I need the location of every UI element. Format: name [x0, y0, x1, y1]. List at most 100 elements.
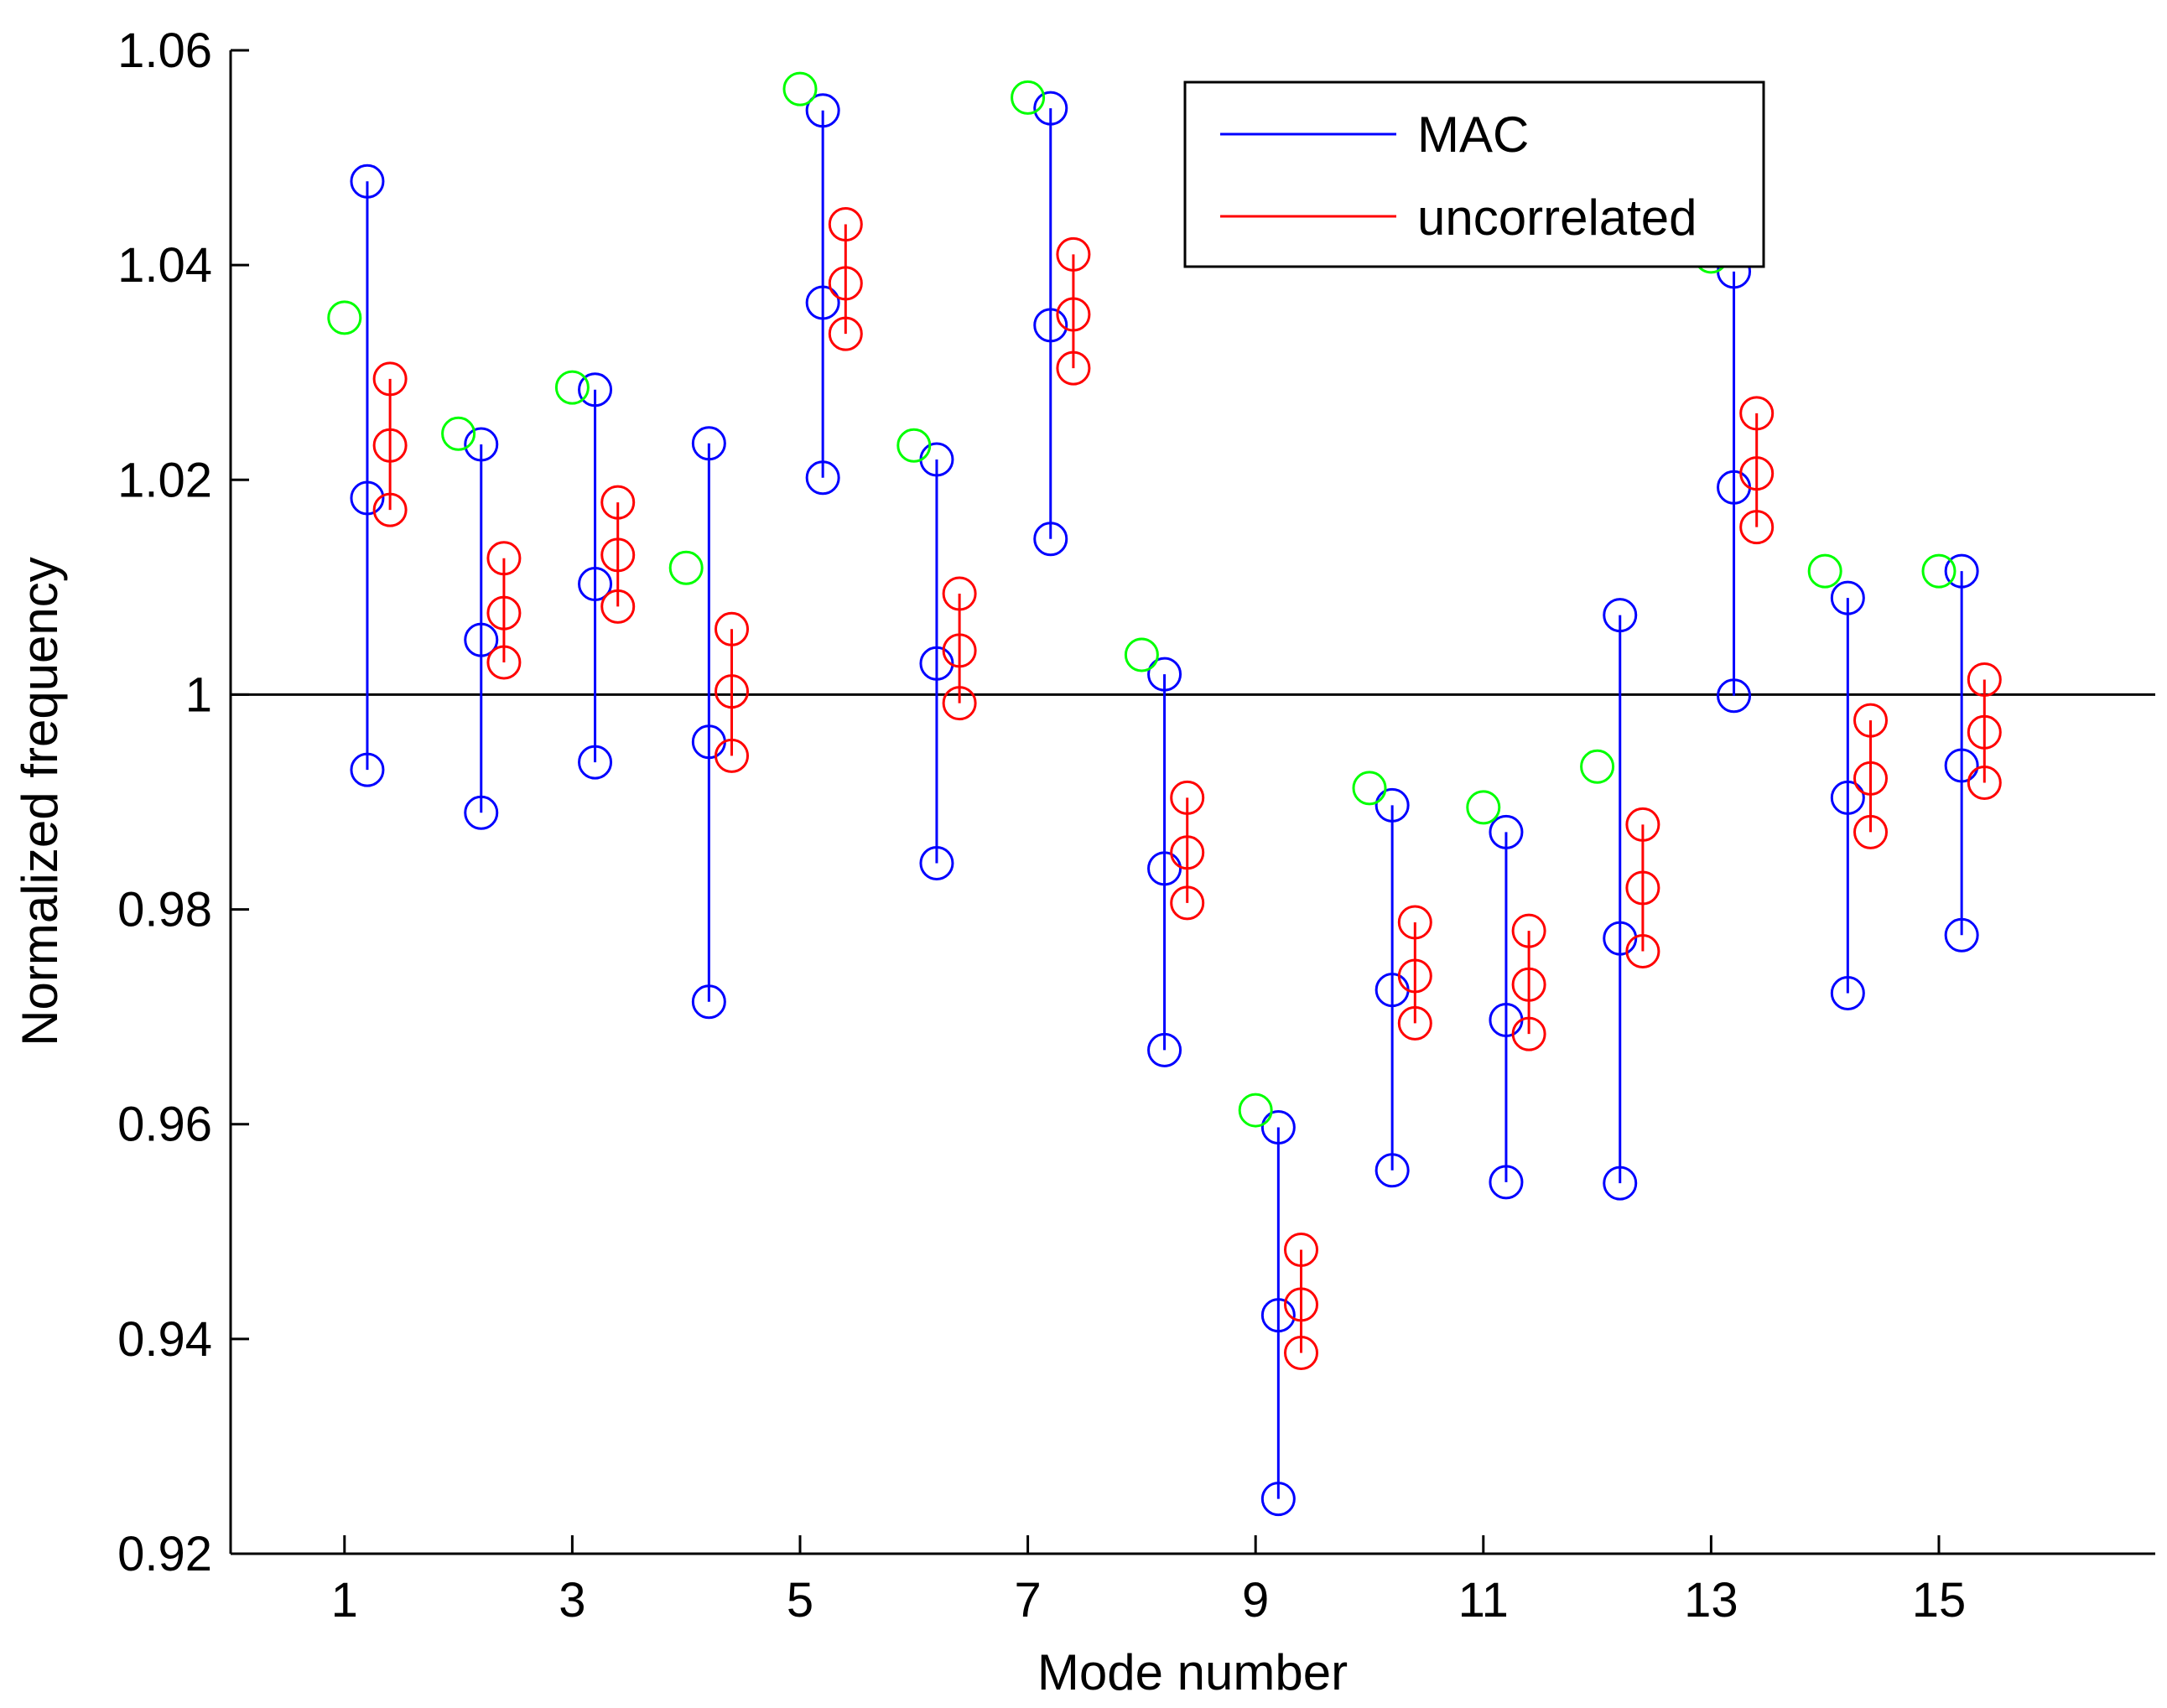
uncorrelated-point-low	[372, 492, 408, 527]
mac-point-high	[1830, 580, 1865, 615]
mac-point-low	[1717, 678, 1752, 714]
mac-point-low	[464, 795, 499, 830]
mac-point-low	[1147, 1032, 1182, 1067]
mac-point-low	[1603, 1165, 1638, 1201]
uncorrelated-point-low	[1739, 510, 1775, 545]
legend-label-uncorrelated: uncorrelated	[1417, 189, 1697, 246]
plot-layer	[231, 71, 2155, 1517]
legend-label-mac: MAC	[1417, 106, 1529, 163]
uncorrelated-point-mid	[1853, 761, 1889, 796]
x-tick-label: 7	[1014, 1573, 1041, 1628]
uncorrelated-point-low	[1853, 814, 1889, 849]
y-tick-label: 1.06	[117, 23, 212, 78]
mac-point-mid	[919, 646, 954, 681]
uncorrelated-point-mid	[1625, 870, 1660, 906]
uncorrelated-point-mid	[1056, 297, 1091, 332]
uncorrelated-point-mid	[600, 537, 636, 573]
reference-point	[1124, 637, 1159, 672]
mac-point-mid	[1944, 748, 1979, 783]
uncorrelated-point-high	[828, 206, 863, 241]
mac-point-mid	[1147, 851, 1182, 886]
uncorrelated-point-low	[486, 645, 522, 680]
mac-point-high	[1375, 787, 1410, 823]
mac-point-high	[1147, 657, 1182, 692]
mac-point-high	[1603, 598, 1638, 633]
y-tick-label: 1.02	[117, 453, 212, 507]
uncorrelated-point-mid	[1739, 456, 1775, 491]
uncorrelated-point-high	[1967, 662, 2002, 697]
x-tick-label: 1	[331, 1573, 358, 1628]
uncorrelated-point-low	[600, 589, 636, 624]
uncorrelated-point-mid	[1511, 967, 1546, 1002]
reference-point	[1466, 790, 1501, 825]
x-axis-label: Mode number	[1037, 1644, 1348, 1700]
uncorrelated-point-low	[1397, 1005, 1432, 1041]
y-tick-label: 0.96	[117, 1098, 212, 1152]
mac-point-mid	[1033, 308, 1068, 343]
uncorrelated-point-low	[1511, 1016, 1546, 1051]
mac-point-high	[350, 164, 385, 199]
reference-point	[441, 416, 476, 451]
uncorrelated-point-low	[1056, 350, 1091, 386]
uncorrelated-point-high	[1170, 780, 1205, 815]
mac-point-mid	[805, 285, 840, 320]
mac-point-mid	[1260, 1298, 1296, 1333]
mac-point-high	[464, 427, 499, 462]
mac-point-mid	[1830, 780, 1865, 815]
mac-point-high	[1944, 553, 1979, 589]
reference-point	[327, 300, 362, 335]
y-axis-label: Normalized frequency	[12, 557, 68, 1046]
mac-point-low	[805, 460, 840, 496]
uncorrelated-point-mid	[486, 595, 522, 631]
reference-point	[1580, 749, 1615, 784]
reference-point	[782, 71, 818, 106]
uncorrelated-point-high	[486, 541, 522, 576]
uncorrelated-point-mid	[372, 428, 408, 463]
uncorrelated-point-low	[1967, 765, 2002, 800]
mac-point-low	[1944, 917, 1979, 953]
y-tick-label: 1.04	[117, 238, 212, 293]
uncorrelated-point-high	[715, 611, 750, 646]
mac-point-low	[1260, 1482, 1296, 1517]
uncorrelated-point-mid	[942, 633, 977, 668]
mac-point-high	[578, 372, 613, 408]
y-tick-label: 0.98	[117, 883, 212, 937]
uncorrelated-point-high	[1284, 1233, 1319, 1268]
mac-point-high	[805, 93, 840, 128]
uncorrelated-point-high	[372, 361, 408, 397]
uncorrelated-point-high	[600, 485, 636, 520]
x-tick-label: 15	[1912, 1573, 1967, 1628]
reference-point	[1238, 1093, 1273, 1128]
uncorrelated-point-low	[1170, 885, 1205, 921]
x-tick-label: 3	[559, 1573, 585, 1628]
mac-point-mid	[464, 622, 499, 657]
mac-point-low	[578, 745, 613, 780]
uncorrelated-point-high	[1625, 807, 1660, 842]
uncorrelated-point-mid	[828, 266, 863, 301]
reference-point	[896, 428, 932, 463]
y-tick-label: 0.92	[117, 1527, 212, 1581]
reference-point	[668, 550, 704, 585]
uncorrelated-point-mid	[715, 674, 750, 709]
uncorrelated-point-low	[1625, 934, 1660, 969]
y-tick-label: 0.94	[117, 1312, 212, 1367]
mac-point-high	[1489, 814, 1524, 849]
uncorrelated-point-high	[942, 576, 977, 611]
mac-point-mid	[350, 480, 385, 516]
uncorrelated-point-low	[1284, 1336, 1319, 1371]
legend: MAC uncorrelated	[1183, 80, 1765, 268]
uncorrelated-point-high	[1511, 913, 1546, 948]
reference-point	[1352, 771, 1387, 806]
reference-point	[554, 370, 590, 405]
uncorrelated-point-low	[828, 316, 863, 351]
reference-point	[1011, 80, 1046, 115]
x-tick-label: 5	[787, 1573, 813, 1628]
mac-point-low	[1033, 522, 1068, 557]
mac-point-high	[1033, 91, 1068, 126]
uncorrelated-point-mid	[1284, 1287, 1319, 1322]
mac-point-low	[1489, 1165, 1524, 1200]
uncorrelated-point-high	[1397, 905, 1432, 940]
mac-point-high	[1260, 1110, 1296, 1145]
